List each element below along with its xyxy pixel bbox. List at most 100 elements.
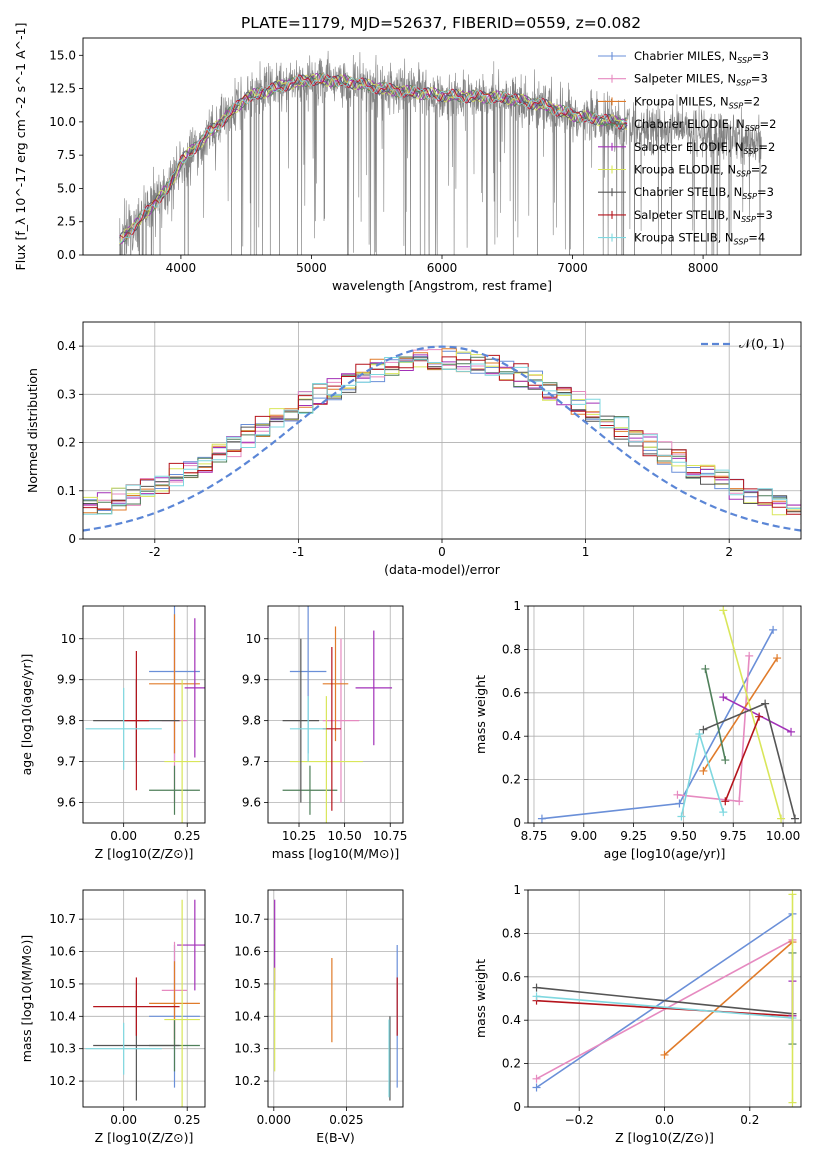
y-tick-label: 9.8 xyxy=(242,714,261,728)
errorbar-point xyxy=(85,1022,162,1075)
y-tick-label: 5.0 xyxy=(57,181,76,195)
errorbar-point xyxy=(93,977,180,1036)
plus-marker xyxy=(777,814,786,823)
weight-vs-Z-plot-area xyxy=(532,890,797,1107)
age-vs-mass-plot-area xyxy=(282,606,393,823)
errorbar-point xyxy=(85,687,162,770)
legend-series-name: Kroupa STELIB xyxy=(634,231,718,245)
y-tick-label: 9.8 xyxy=(57,714,76,728)
legend-nssp-prefix: , N xyxy=(725,208,741,222)
x-tick-label: 10.00 xyxy=(766,829,800,843)
plus-marker xyxy=(791,814,800,823)
legend-item: Chabrier ELODIE, NSSP=2 xyxy=(598,117,776,133)
y-tick-label: 9.9 xyxy=(57,673,76,687)
y-tick-label: 7.5 xyxy=(57,148,76,162)
legend-label: Kroupa MILES, NSSP=2 xyxy=(634,94,760,110)
plus-marker xyxy=(788,1098,797,1107)
axis-ticks: 0.00 0.25 9.6 9.7 9.8 9.9 10 xyxy=(57,632,201,843)
plus-marker xyxy=(735,797,744,806)
x-axis-label: Z [log10(Z/Z⊙)] xyxy=(615,1130,714,1145)
y-tick-label: 0.4 xyxy=(57,339,76,353)
x-axis-label: E(B-V) xyxy=(316,1130,355,1145)
legend-series-name: Kroupa MILES xyxy=(634,94,713,108)
errorbar-point xyxy=(355,630,393,746)
legend-series-name: Salpeter ELODIE xyxy=(634,140,728,154)
legend-series-name: Chabrier STELIB xyxy=(634,185,726,199)
y-tick-label: 0 xyxy=(513,1100,521,1114)
y-tick-label: 10.3 xyxy=(49,1042,76,1056)
x-axis-label: (data-model)/error xyxy=(384,562,501,577)
legend-nssp-sub: SSP xyxy=(744,147,759,156)
y-tick-label: 10.2 xyxy=(234,1074,261,1088)
legend-series-name: Chabrier MILES xyxy=(634,49,721,63)
legend-nssp-value: 3 xyxy=(767,185,774,199)
errorbar-point xyxy=(282,638,320,803)
plus-marker xyxy=(769,625,778,634)
plus-marker xyxy=(532,992,541,1001)
x-tick-label: 2 xyxy=(725,545,733,559)
x-tick-label: 8000 xyxy=(688,261,719,275)
weight-line-path xyxy=(536,939,793,1080)
plus-marker xyxy=(537,814,546,823)
legend-item: Kroupa MILES, NSSP=2 xyxy=(598,94,760,110)
plus-marker xyxy=(675,799,684,808)
errorbar-point xyxy=(282,765,338,815)
plus-marker xyxy=(719,808,728,817)
panel-mass-vs-Z: 0.00 0.25 10.2 10.3 10.4 10.5 10.6 10.7 Z [log10… xyxy=(19,889,206,1145)
plus-marker xyxy=(677,812,686,821)
plus-marker xyxy=(673,790,682,799)
legend-nssp-eq: = xyxy=(756,208,766,222)
weight-line-path xyxy=(536,995,793,1019)
x-axis-label: age [log10(age/yr)] xyxy=(604,846,726,861)
axes-frame xyxy=(82,605,206,824)
y-tick-label: 9.7 xyxy=(242,755,261,769)
plus-marker xyxy=(695,730,704,739)
axes-frame xyxy=(527,605,802,824)
legend-label: Chabrier MILES, NSSP=3 xyxy=(634,49,769,65)
x-tick-label: 9.25 xyxy=(620,829,647,843)
errorbar-point xyxy=(177,899,205,991)
errorbar-point xyxy=(149,765,200,815)
legend-nssp-eq: = xyxy=(757,185,767,199)
x-tick-label: 9.50 xyxy=(670,829,697,843)
y-tick-label: 0.8 xyxy=(502,926,521,940)
x-tick-label: 10.25 xyxy=(282,829,316,843)
legend-nssp-sub: SSP xyxy=(736,170,751,179)
weight-line xyxy=(788,890,797,1107)
y-tick-label: 0.2 xyxy=(57,436,76,450)
weight-line-path xyxy=(722,610,782,819)
x-tick-label: 9.75 xyxy=(720,829,747,843)
x-axis-label: mass [log10(M/M⊙)] xyxy=(272,846,400,861)
legend-nssp-sub: SSP xyxy=(737,56,752,65)
weight-vs-age-plot-area xyxy=(537,606,800,823)
y-tick-label: 10 xyxy=(61,632,76,646)
weight-line xyxy=(537,625,778,823)
axis-ticks: -2 -1 0 1 2 0 0.1 0.2 0.3 0.4 xyxy=(57,339,733,559)
weight-line xyxy=(701,664,730,765)
weight-line-path xyxy=(663,941,794,1056)
weight-line-path xyxy=(724,716,760,802)
legend-label: Chabrier ELODIE, NSSP=2 xyxy=(634,117,776,133)
legend-item: Chabrier STELIB, NSSP=3 xyxy=(598,185,774,201)
x-tick-label: 1 xyxy=(582,545,590,559)
x-tick-label: 0.000 xyxy=(257,1113,291,1127)
plus-marker xyxy=(788,890,797,899)
legend-nssp-sub: SSP xyxy=(742,192,757,201)
legend-label: Salpeter ELODIE, NSSP=2 xyxy=(634,140,775,156)
residuals-plot-area xyxy=(83,345,801,532)
y-axis-label: Flux [f_λ 10^-17 erg cm^-2 s^-1 A^-1] xyxy=(13,23,28,271)
legend-nssp-eq: = xyxy=(751,163,761,177)
legend-label: Salpeter STELIB, NSSP=3 xyxy=(634,208,773,224)
y-tick-label: 10.7 xyxy=(49,912,76,926)
weight-line xyxy=(699,699,800,823)
model-spectrum-5 xyxy=(119,73,628,245)
axes-frame xyxy=(82,889,206,1108)
y-tick-label: 10.4 xyxy=(234,1009,261,1023)
x-axis-label: wavelength [Angstrom, rest frame] xyxy=(332,278,552,293)
plus-marker xyxy=(532,1074,541,1083)
x-tick-label: 4000 xyxy=(166,261,197,275)
x-tick-label: 6000 xyxy=(427,261,458,275)
y-tick-label: 0.0 xyxy=(57,248,76,262)
plus-marker xyxy=(721,797,730,806)
